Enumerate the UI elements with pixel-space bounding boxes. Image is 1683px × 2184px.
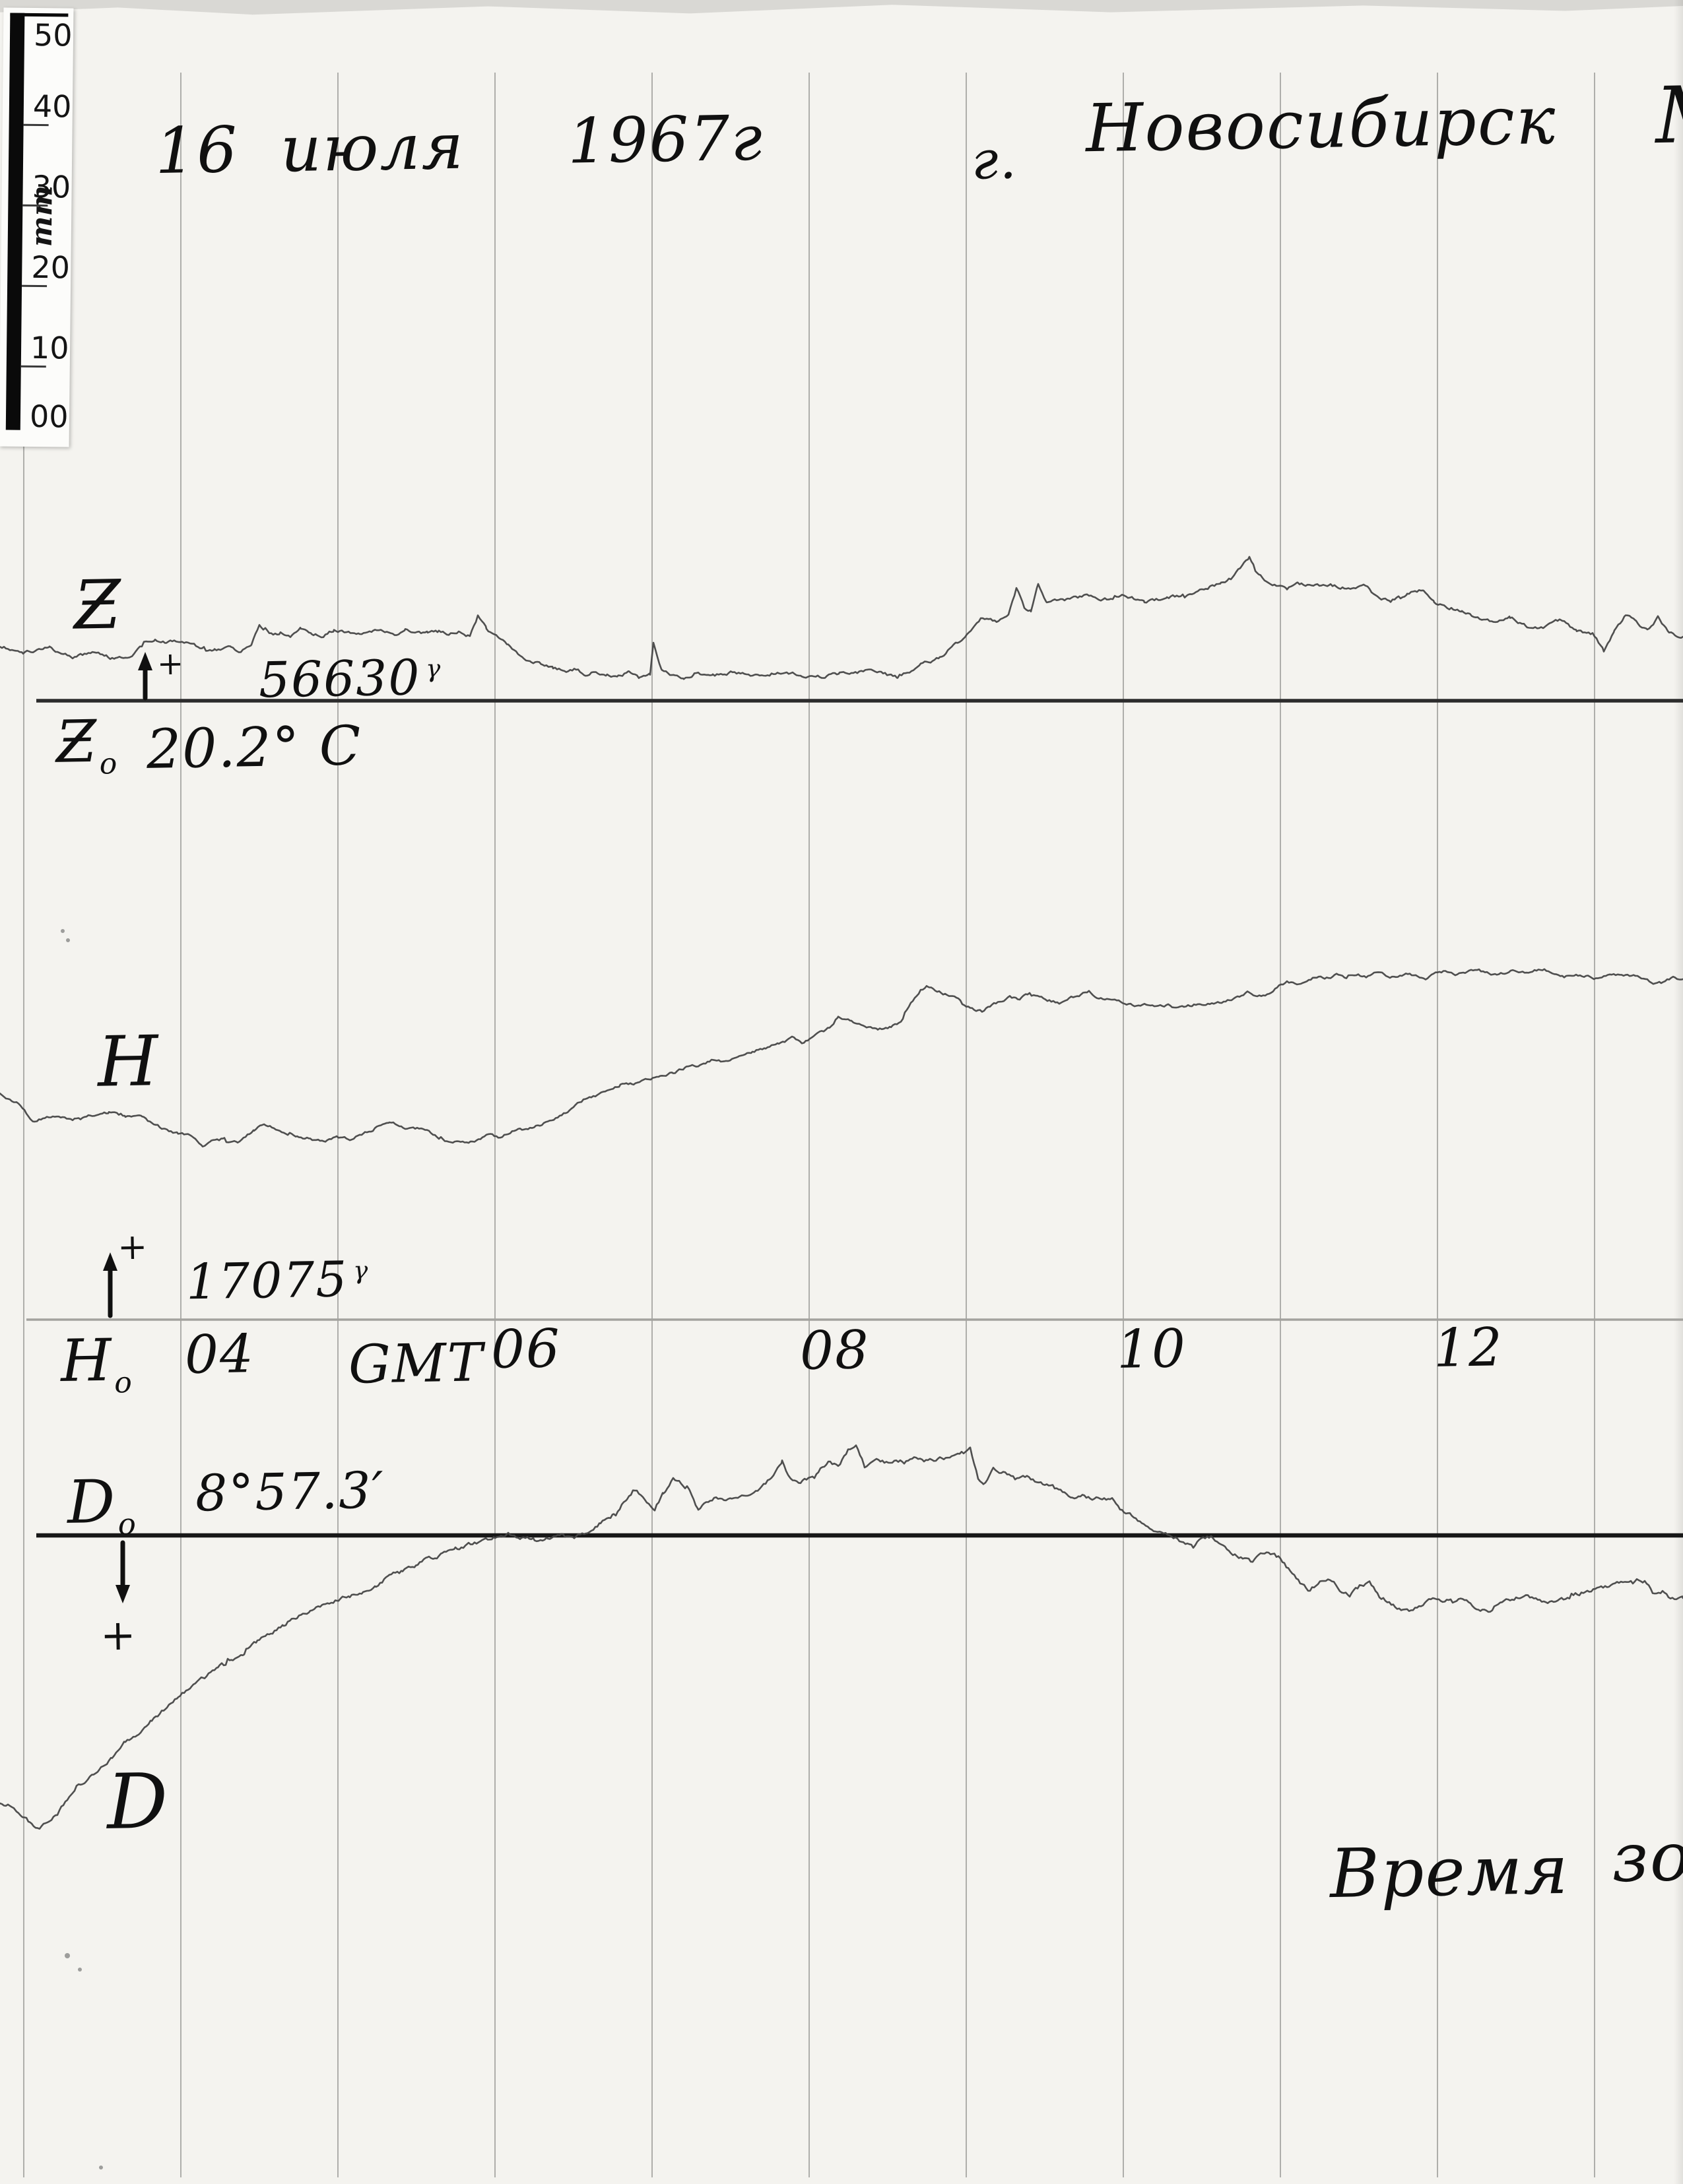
- z-scale-gamma-unit: γ: [425, 654, 442, 684]
- d-declination-value: 8°57.3′: [195, 1460, 385, 1523]
- title-right-edge-partial-letter: М: [1654, 68, 1683, 162]
- z-plus-up-arrow-icon: [138, 652, 152, 701]
- hour-label-10: 10: [1116, 1318, 1187, 1380]
- scan-right-edge-shadow: [1674, 0, 1683, 2184]
- ruler-label-00: 00: [29, 398, 69, 435]
- z-trace-label: Ƶ: [73, 565, 123, 645]
- time-zone-label: GMT: [348, 1332, 484, 1396]
- hour-label-06: 06: [490, 1318, 562, 1380]
- ruler-tick: [20, 365, 46, 368]
- ruler-label-50: 50: [33, 16, 73, 53]
- scan-speck: [99, 2166, 103, 2169]
- z-trace: [0, 556, 1683, 680]
- z-temperature: 20.2° C: [146, 715, 363, 781]
- d-plus-down-arrow-icon: [116, 1540, 130, 1603]
- scan-speck: [66, 938, 70, 942]
- title-city: Новосибирск: [1085, 81, 1558, 168]
- scan-speck: [78, 1968, 82, 1972]
- trace-baselines: [26, 699, 1683, 1538]
- title-month: июля: [280, 109, 465, 187]
- hour-label-12: 12: [1433, 1316, 1504, 1379]
- ruler-tick: [22, 204, 48, 207]
- h-baseline-label: Ho: [60, 1326, 134, 1400]
- h-trace-label: H: [96, 1021, 160, 1103]
- z-baseline-label: Ƶo: [55, 707, 119, 781]
- ruler-top-tick: [10, 13, 69, 17]
- z-scale-annotation: 56630 γ: [258, 649, 442, 709]
- h-scale-annotation: 17075 γ: [185, 1251, 370, 1311]
- ruler-label-40: 40: [32, 88, 72, 125]
- ruler-label-20: 20: [31, 249, 71, 286]
- h-scale-gamma-unit: γ: [352, 1256, 370, 1285]
- d-baseline-label: Do: [67, 1467, 138, 1542]
- z-scale-value: 56630: [258, 649, 422, 709]
- title-city-prefix: г.: [971, 129, 1018, 191]
- ruler-label-10: 10: [30, 329, 69, 366]
- hour-label-04: 04: [184, 1323, 255, 1386]
- title-year: 1967г: [567, 102, 764, 178]
- h-trace: [0, 968, 1683, 1147]
- recorded-traces: [0, 556, 1683, 1830]
- time-caption-partial: зо: [1610, 1817, 1683, 1898]
- ruler-unit-label: mm: [24, 185, 59, 247]
- scan-speck: [61, 929, 65, 933]
- scan-speck: [65, 1953, 70, 1958]
- ruler-tick: [23, 123, 49, 127]
- d-trace-label: D: [106, 1757, 170, 1847]
- d-trace: [0, 1444, 1683, 1830]
- mm-scale-ruler: 50 40 30 mm 20 10 00: [0, 7, 74, 447]
- h-plus-up-arrow-icon: [103, 1252, 117, 1318]
- h-scale-value: 17075: [185, 1251, 349, 1311]
- ruler-tick: [22, 284, 48, 288]
- title-day: 16: [154, 112, 240, 189]
- hour-label-08: 08: [799, 1319, 871, 1382]
- time-caption: Время: [1329, 1830, 1570, 1914]
- hour-gridlines: [23, 73, 1595, 2177]
- ruler-black-bar: [5, 13, 25, 430]
- z-polarity-plus: +: [156, 645, 185, 683]
- d-polarity-plus: +: [100, 1611, 138, 1661]
- h-polarity-plus: +: [117, 1225, 149, 1268]
